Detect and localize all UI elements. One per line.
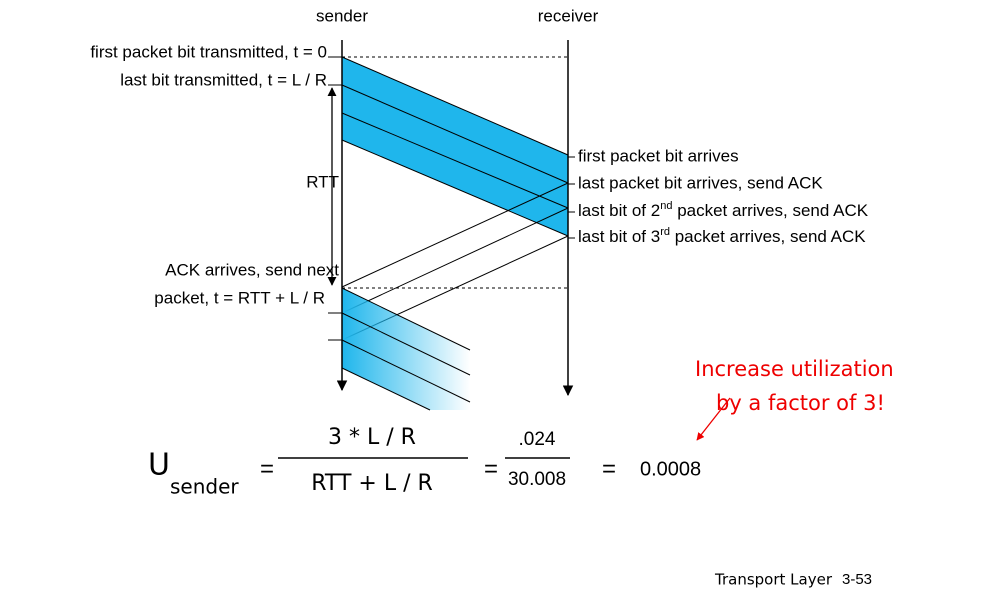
left-label: packet, t = RTT + L / R [154, 288, 325, 307]
tick-marks [328, 56, 575, 341]
right-label: first packet bit arrives [578, 146, 739, 165]
denominator: RTT + L / R [311, 471, 433, 496]
right-label: last packet bit arrives, send ACK [578, 173, 823, 192]
rtt-label: RTT [306, 172, 339, 191]
equals: = [602, 455, 616, 482]
numerator: .024 [519, 429, 556, 450]
annotation-arrow [696, 397, 731, 441]
right-label: last bit of 2nd packet arrives, send ACK [578, 200, 869, 221]
right-label: last bit of 3rd packet arrives, send ACK [578, 226, 866, 247]
label-part: last bit of 2 [578, 201, 660, 220]
label-part: packet arrives, send ACK [670, 227, 866, 246]
superscript: nd [660, 200, 672, 212]
result: 0.0008 [640, 458, 701, 480]
left-label: ACK arrives, send next [165, 260, 339, 279]
packet-lines [341, 56, 569, 341]
packet-band-2 [342, 288, 470, 410]
annotation: Increase utilization [695, 357, 894, 381]
label-part: last bit of 3 [578, 227, 660, 246]
left-label: first packet bit transmitted, t = 0 [90, 42, 327, 61]
footer-page: 3-53 [842, 571, 872, 588]
formula-subscript: sender [170, 475, 239, 499]
annotation: by a factor of 3! [716, 391, 885, 415]
numerator: 3 * L / R [328, 425, 416, 450]
equals: = [260, 455, 274, 482]
footer-title: Transport Layer [714, 571, 833, 589]
packet-lines-2 [341, 287, 471, 411]
packet-band [342, 57, 568, 236]
receiver-label: receiver [538, 6, 599, 25]
sender-label: sender [316, 6, 368, 25]
denominator: 30.008 [508, 469, 566, 490]
dashed-lines [342, 56, 568, 289]
formula-symbol: U [148, 448, 170, 483]
equals: = [484, 455, 498, 482]
left-label: last bit transmitted, t = L / R [120, 70, 327, 89]
superscript: rd [660, 226, 670, 238]
label-part: packet arrives, send ACK [672, 201, 868, 220]
